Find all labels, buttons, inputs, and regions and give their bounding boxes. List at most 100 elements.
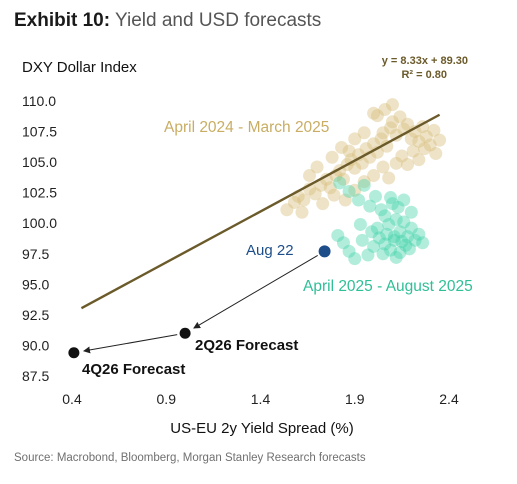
teal-data-point — [397, 215, 411, 229]
gold-data-point — [376, 160, 390, 174]
series-label-gold: April 2024 - March 2025 — [164, 119, 329, 136]
teal-data-point — [387, 230, 401, 244]
gold-data-point — [357, 126, 371, 140]
teal-data-point — [361, 248, 375, 262]
teal-data-point — [372, 231, 386, 245]
teal-data-point — [412, 227, 426, 241]
teal-data-point — [384, 243, 398, 257]
source-note: Source: Macrobond, Bloomberg, Morgan Sta… — [14, 452, 366, 464]
gold-data-point — [389, 128, 403, 142]
exhibit-number: Exhibit 10: — [14, 10, 111, 31]
gold-data-point — [348, 183, 362, 197]
gold-data-point — [342, 144, 356, 158]
series-label-teal: April 2025 - August 2025 — [303, 278, 473, 295]
point-aug22 — [318, 245, 331, 258]
teal-data-point — [374, 203, 388, 217]
gold-data-point — [376, 126, 390, 140]
y-tick-label: 105.0 — [22, 154, 57, 170]
y-tick-label: 97.5 — [22, 246, 49, 262]
teal-data-point — [363, 199, 377, 213]
teal-data-point — [402, 242, 416, 256]
x-tick-labels: 0.4 0.9 1.4 1.9 2.4 — [62, 391, 459, 407]
y-tick-label: 92.5 — [22, 307, 49, 323]
gold-data-point — [401, 117, 415, 131]
gold-data-point — [406, 144, 420, 158]
gold-data-point — [412, 134, 426, 148]
gold-data-point — [344, 153, 358, 167]
gold-data-point — [287, 195, 301, 209]
gold-data-point — [429, 147, 443, 161]
gold-data-point — [355, 156, 369, 170]
gold-data-point — [280, 203, 294, 217]
gold-data-point — [370, 109, 384, 123]
gold-data-point — [389, 156, 403, 170]
gold-data-point — [336, 172, 350, 186]
gold-data-point — [401, 158, 415, 172]
teal-data-point — [342, 244, 356, 258]
teal-data-point — [368, 189, 382, 203]
teal-data-point — [380, 227, 394, 241]
gold-data-point — [423, 138, 437, 152]
forecast-arrow-aug22-to-2q26 — [193, 254, 318, 329]
gold-data-point — [412, 153, 426, 167]
y-tick-label: 102.5 — [22, 185, 57, 201]
gold-data-point — [408, 125, 422, 139]
teal-data-point — [393, 225, 407, 239]
gold-data-point — [378, 103, 392, 117]
teal-data-point — [389, 250, 403, 264]
exhibit-title: Exhibit 10: Yield and USD forecasts — [14, 10, 321, 32]
gold-data-point — [357, 175, 371, 189]
gold-data-point — [374, 132, 388, 146]
x-tick-label: 2.4 — [439, 391, 459, 407]
x-tick-label: 1.4 — [251, 391, 271, 407]
teal-data-point — [333, 176, 347, 190]
teal-data-point — [387, 233, 401, 247]
teal-data-point — [367, 239, 381, 253]
gold-data-point — [380, 139, 394, 153]
gold-data-point — [384, 121, 398, 135]
point-4q26-forecast — [68, 347, 80, 359]
gold-data-point — [427, 123, 441, 137]
regression-r-squared: R² = 0.80 — [401, 69, 447, 81]
teal-data-point — [376, 247, 390, 261]
y-tick-label: 100.0 — [22, 215, 57, 231]
teal-data-point — [404, 205, 418, 219]
gold-data-point — [367, 137, 381, 151]
teal-data-point — [404, 221, 418, 235]
teal-data-point — [397, 193, 411, 207]
gold-data-point — [382, 171, 396, 185]
gold-data-point — [325, 150, 339, 164]
gold-data-point — [385, 98, 399, 112]
y-tick-label: 95.0 — [22, 276, 49, 292]
y-tick-label: 107.5 — [22, 124, 57, 140]
gold-data-point — [433, 133, 447, 147]
regression-equation: y = 8.33x + 89.30 — [382, 55, 468, 67]
y-axis-title: DXY Dollar Index — [22, 59, 137, 76]
gold-data-point — [314, 178, 328, 192]
teal-data-point — [408, 233, 422, 247]
teal-data-point — [353, 217, 367, 231]
regression-line — [80, 113, 441, 310]
gold-data-point — [327, 188, 341, 202]
chart-title: Yield and USD forecasts — [115, 10, 322, 31]
y-tick-label: 90.0 — [22, 337, 49, 353]
teal-data-point — [391, 200, 405, 214]
teal-data-point — [355, 233, 369, 247]
y-tick-label: 87.5 — [22, 368, 49, 384]
gold-data-point — [348, 132, 362, 146]
series-teal-points — [331, 176, 430, 266]
gold-data-point — [385, 115, 399, 129]
gold-data-point — [319, 172, 333, 186]
teal-data-point — [399, 238, 413, 252]
x-tick-label: 0.9 — [157, 391, 177, 407]
scatter-chart: DXY Dollar Index 87.5 90.0 92.5 95.0 97.5 100… — [22, 55, 473, 437]
gold-data-point — [348, 161, 362, 175]
gold-data-point — [417, 142, 431, 156]
teal-data-point — [336, 236, 350, 250]
gold-data-point — [338, 193, 352, 207]
gold-data-point — [297, 193, 311, 207]
gold-data-point — [303, 169, 317, 183]
teal-data-point — [378, 237, 392, 251]
teal-data-point — [385, 197, 399, 211]
gold-data-point — [295, 205, 309, 219]
